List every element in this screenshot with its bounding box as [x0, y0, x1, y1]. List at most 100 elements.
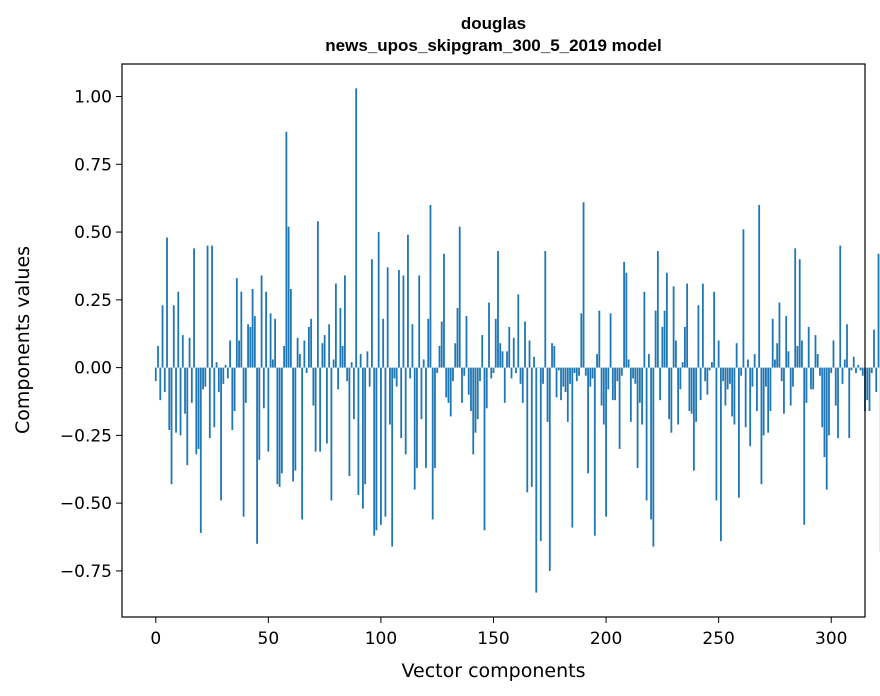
bar-component-236	[686, 283, 689, 368]
x-tick-label: 300	[815, 629, 847, 649]
bar-component-299	[828, 367, 830, 436]
bar-component-11	[179, 367, 182, 436]
bar-component-10	[177, 291, 180, 368]
bar-component-65	[301, 367, 304, 520]
bar-component-216	[641, 367, 643, 425]
bar-component-296	[821, 367, 824, 428]
bar-component-178	[555, 367, 558, 398]
bar-component-125	[436, 367, 439, 374]
bar-component-199	[602, 367, 605, 425]
bar-component-168	[533, 356, 535, 368]
y-tick-label: −0.25	[60, 426, 112, 446]
bar-component-218	[645, 367, 648, 501]
bar-component-249	[715, 367, 718, 501]
bar-component-70	[312, 367, 315, 406]
bar-component-75	[323, 335, 326, 368]
bar-component-171	[539, 367, 542, 542]
bar-component-227	[665, 272, 668, 368]
bars-group	[154, 88, 880, 593]
bar-component-287	[801, 340, 803, 368]
bar-component-45	[256, 367, 258, 544]
bar-component-154	[501, 351, 504, 368]
bar-component-293	[814, 335, 817, 368]
bar-component-302	[834, 367, 837, 406]
bar-component-121	[427, 318, 430, 368]
bar-component-151	[494, 318, 497, 368]
bar-component-124	[434, 367, 436, 468]
bar-component-233	[679, 367, 682, 390]
bar-component-166	[528, 340, 531, 368]
bar-component-165	[526, 367, 529, 493]
y-tick-label: 0.00	[74, 359, 112, 379]
bar-component-19	[197, 367, 200, 449]
bar-component-16	[190, 367, 193, 403]
bar-component-162	[519, 367, 522, 384]
plot-frame	[121, 63, 866, 618]
bar-component-78	[330, 367, 333, 501]
bar-component-203	[611, 367, 614, 401]
bar-component-3	[161, 305, 164, 368]
bar-component-20	[199, 367, 202, 533]
bar-component-241	[697, 305, 700, 368]
bar-component-58	[285, 131, 288, 368]
bar-component-34	[231, 367, 234, 430]
bar-component-68	[307, 326, 310, 368]
bar-component-297	[823, 367, 826, 458]
bar-component-225	[661, 326, 664, 368]
bar-component-278	[780, 367, 783, 382]
bar-component-35	[233, 367, 236, 411]
bar-component-158	[510, 367, 513, 379]
bar-component-123	[431, 367, 434, 520]
bar-component-76	[325, 367, 328, 444]
bar-component-25	[211, 245, 213, 368]
bar-component-119	[422, 359, 425, 368]
bar-component-200	[605, 367, 607, 517]
bar-component-134	[456, 307, 459, 368]
bar-component-110	[402, 275, 405, 368]
bar-component-52	[271, 359, 274, 368]
bar-component-156	[506, 351, 508, 368]
bar-component-207	[620, 367, 623, 376]
bar-component-41	[247, 324, 249, 368]
bar-component-197	[598, 310, 601, 368]
bar-component-222	[654, 310, 657, 368]
bar-component-240	[695, 367, 698, 422]
y-axis-label: Components values	[12, 246, 34, 434]
bar-component-279	[783, 367, 785, 414]
bar-component-320	[875, 367, 878, 393]
y-tick-label: −0.50	[60, 494, 112, 514]
bar-component-54	[276, 367, 279, 485]
bar-component-258	[735, 343, 738, 368]
bar-component-254	[726, 367, 729, 390]
bar-component-316	[866, 367, 869, 401]
bar-component-117	[418, 275, 421, 368]
bar-component-129	[445, 367, 448, 398]
x-tick-label: 0	[150, 629, 161, 649]
bar-component-64	[298, 354, 301, 368]
bar-component-277	[778, 302, 781, 368]
bar-component-122	[429, 204, 432, 368]
bar-component-294	[816, 354, 819, 368]
y-tick-label: 0.75	[74, 155, 112, 175]
bar-component-15	[188, 337, 191, 368]
bar-component-312	[857, 364, 860, 368]
x-axis-ticks: 0 50 100 150 200 250 300	[150, 617, 847, 649]
bar-component-179	[557, 367, 560, 371]
bar-component-260	[740, 367, 743, 376]
bar-component-96	[371, 259, 373, 368]
y-tick-label: 0.50	[74, 223, 112, 243]
bar-component-212	[632, 367, 634, 379]
bar-component-85	[346, 367, 349, 382]
bar-component-271	[765, 367, 767, 387]
bar-component-72	[316, 221, 319, 368]
bar-component-116	[416, 367, 418, 468]
bar-component-196	[596, 354, 598, 368]
bar-component-180	[560, 367, 562, 401]
bar-component-130	[447, 367, 450, 403]
bar-component-314	[861, 367, 864, 376]
bar-component-283	[792, 367, 794, 387]
bar-component-142	[474, 367, 477, 433]
bar-component-118	[420, 367, 423, 420]
bar-component-71	[314, 367, 317, 452]
bar-component-112	[407, 234, 409, 368]
